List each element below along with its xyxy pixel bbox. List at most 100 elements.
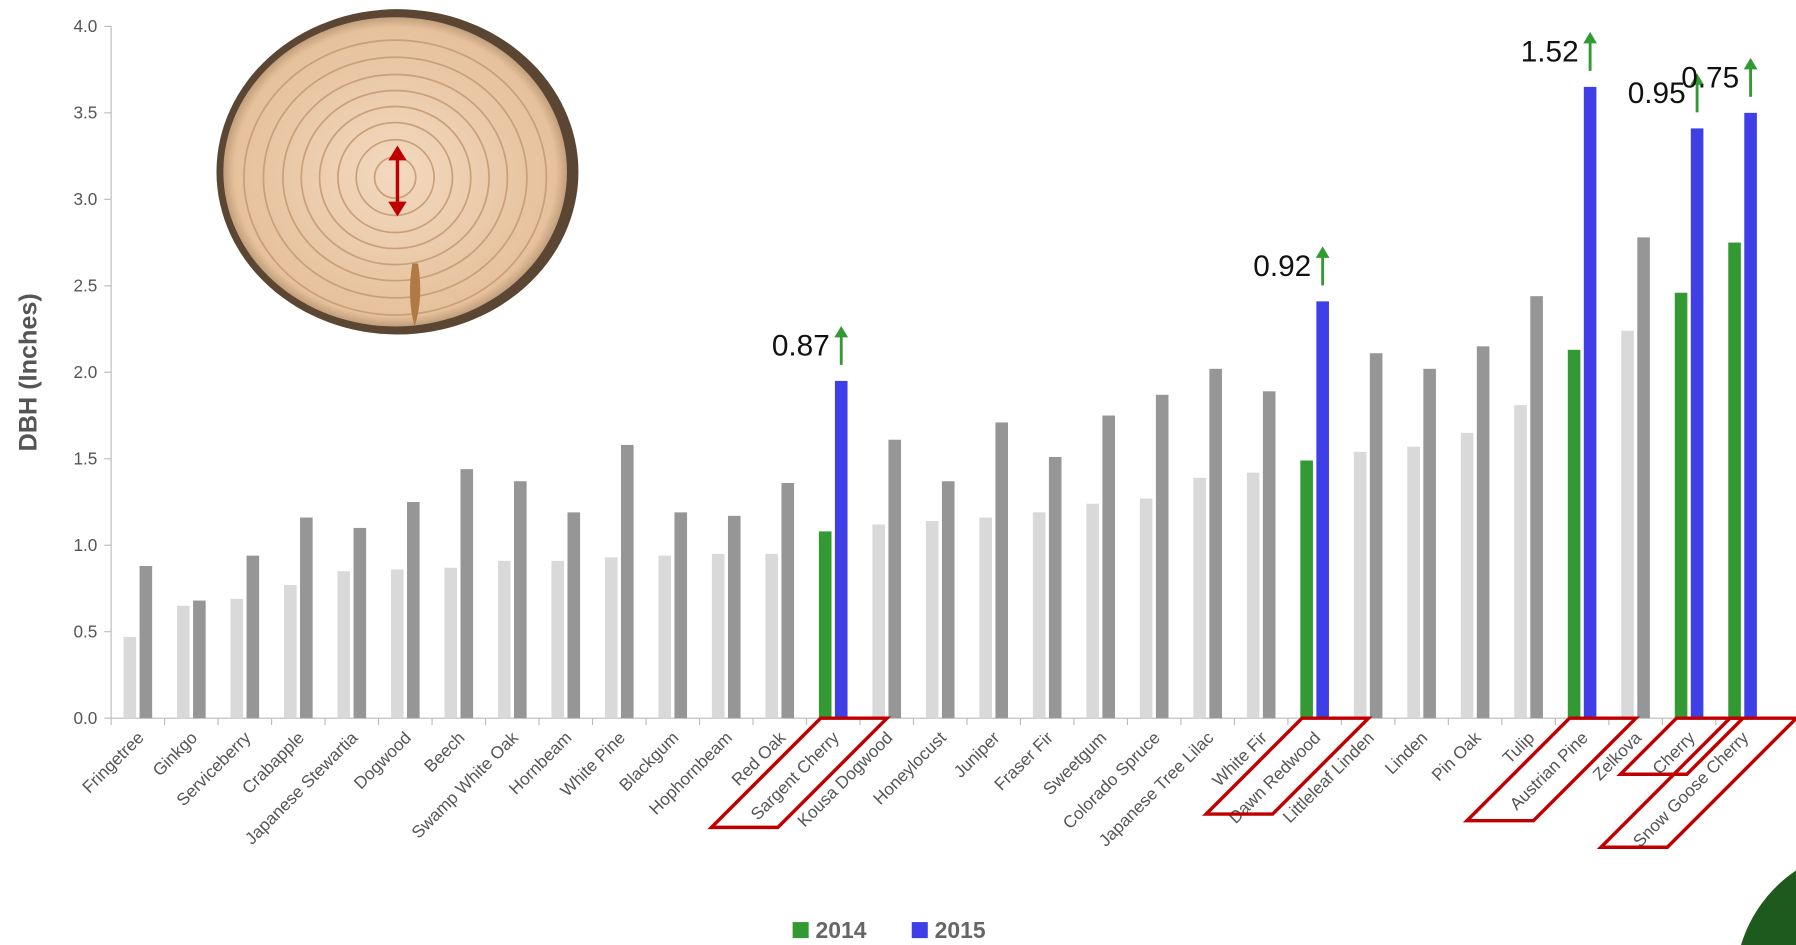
bar [390, 569, 404, 719]
x-tick-label: Beech [420, 727, 469, 776]
x-tick-label: Linden [1381, 727, 1432, 778]
bar [1530, 296, 1543, 719]
bar [925, 521, 939, 719]
bar [177, 605, 190, 719]
bar [1690, 128, 1704, 719]
highlight-box [1596, 716, 1796, 849]
bar [497, 560, 511, 719]
y-tick-label: 3.5 [73, 103, 97, 123]
x-tick-label: Tulip [1498, 727, 1538, 767]
bar [941, 481, 955, 719]
y-tick-label: 2.0 [73, 362, 97, 382]
bar [1262, 391, 1276, 719]
y-tick-label: 3.0 [73, 189, 97, 209]
x-tick-label: Littleleaf Linden [1279, 727, 1378, 826]
bar [444, 567, 458, 719]
bar [1514, 405, 1527, 719]
bar [658, 555, 672, 719]
bar [1032, 512, 1046, 719]
bar [123, 636, 137, 719]
highlight-box [1616, 716, 1748, 776]
bar [551, 560, 565, 719]
annotation-label: 0.95 [1628, 77, 1686, 110]
bar [139, 565, 153, 719]
y-tick-label: 2.5 [73, 276, 97, 296]
legend-label: 2014 [816, 917, 867, 943]
bar [818, 531, 832, 719]
annotation-label: 1.52 [1521, 36, 1579, 69]
bar [284, 585, 297, 719]
bar [1193, 477, 1206, 719]
x-tick-label: Ginkgo [148, 727, 201, 780]
bar [1048, 457, 1062, 719]
bar [300, 517, 313, 719]
annotation-arrowhead [834, 325, 849, 338]
bar [230, 598, 244, 719]
legend-label: 2015 [935, 917, 986, 943]
legend-swatch [792, 922, 809, 939]
bar [604, 557, 618, 719]
corner-decoration [1741, 870, 1796, 945]
bar [1567, 349, 1581, 719]
bar [1353, 451, 1367, 719]
bar [353, 527, 367, 719]
bar [407, 501, 420, 719]
annotation-arrowhead [1743, 57, 1758, 70]
bar [1369, 353, 1383, 719]
bar [872, 524, 885, 719]
annotation-label: 0.87 [772, 330, 830, 363]
bar [620, 444, 634, 719]
bar [674, 512, 688, 719]
bar [1139, 498, 1153, 719]
bar [1300, 460, 1313, 719]
x-tick-label: Fringetree [78, 727, 147, 796]
bar [1460, 432, 1474, 719]
bar [834, 380, 848, 719]
bar [1246, 472, 1260, 719]
y-tick-label: 1.0 [73, 535, 97, 555]
y-tick-label: 0.0 [73, 708, 97, 728]
bar [337, 571, 351, 719]
y-tick-label: 0.5 [73, 621, 97, 641]
bar [1423, 368, 1436, 719]
highlight-box [1202, 716, 1373, 816]
annotation-arrowhead [1583, 31, 1597, 44]
x-tick-label: Dogwood [350, 727, 415, 792]
bar [1155, 394, 1169, 719]
x-tick-label: Colorado Spruce [1059, 727, 1164, 832]
x-tick-label: Pin Oak [1427, 727, 1485, 785]
legend-swatch [911, 922, 928, 939]
highlight-box [1462, 716, 1641, 823]
annotation-arrowhead [1690, 73, 1704, 85]
bar [1316, 301, 1329, 719]
bar [995, 422, 1009, 719]
highlight-box [707, 716, 892, 830]
bar [1583, 86, 1597, 719]
bar [765, 553, 779, 719]
bar [711, 553, 725, 719]
bar [1102, 415, 1115, 719]
bar [1086, 503, 1099, 719]
y-axis-label: DBH (Inches) [15, 293, 43, 451]
bar [888, 439, 902, 719]
bar [567, 512, 581, 719]
bar [781, 482, 795, 719]
annotation-label: 0.92 [1253, 250, 1311, 283]
bar [1407, 446, 1420, 719]
bar [727, 515, 741, 719]
y-tick-label: 4.0 [73, 16, 97, 36]
bar [1728, 242, 1741, 719]
bar [246, 555, 260, 719]
annotation-arrowhead [1315, 246, 1330, 258]
x-tick-label: Kousa Dogwood [793, 727, 896, 830]
bar [979, 517, 992, 719]
bar [460, 469, 474, 719]
y-tick-label: 1.5 [73, 448, 97, 468]
bar [1637, 237, 1650, 719]
bar [1621, 330, 1634, 719]
bar [1744, 112, 1757, 719]
bar [1209, 368, 1222, 719]
annotation-label: 0.75 [1681, 62, 1739, 95]
bar [193, 600, 206, 719]
